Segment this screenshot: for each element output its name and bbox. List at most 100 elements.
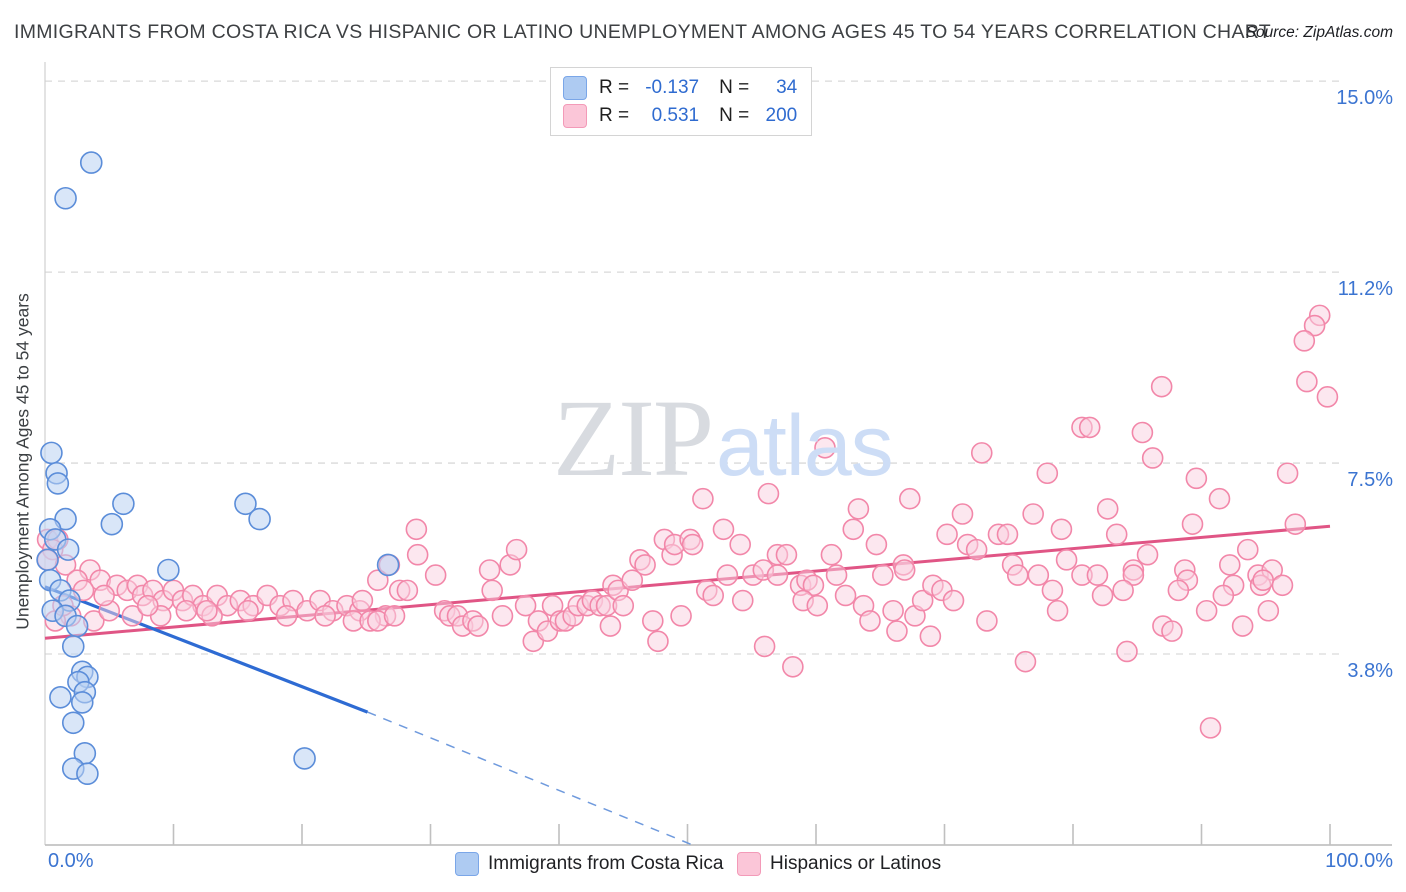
pink-point [1041, 579, 1064, 602]
pink-point [1105, 523, 1128, 546]
blue-series-swatch [455, 852, 479, 876]
pink-point [175, 599, 198, 622]
pink-point [1096, 498, 1119, 520]
bottom-legend-hispanics: Hispanics or Latinos [737, 852, 941, 876]
pink-point [1252, 569, 1274, 591]
pink-point [882, 599, 904, 622]
pink-point [886, 620, 908, 642]
pink-point [976, 610, 998, 632]
blue-point [61, 635, 85, 658]
y-tick-label-3: 3.8% [1347, 660, 1393, 683]
pink-point [692, 487, 714, 510]
legend-row-costa-rica: R = -0.137 N = 34 [563, 75, 797, 100]
pink-point [729, 533, 751, 556]
pink-point [942, 589, 965, 612]
x-axis-max-label: 100.0% [1325, 850, 1393, 872]
pink-point [712, 518, 735, 541]
y-tick-label-7: 7.5% [1347, 469, 1393, 492]
pink-point [405, 518, 428, 541]
pink-point [314, 605, 336, 627]
pink-point [1027, 564, 1050, 586]
pink-point [834, 584, 857, 607]
pink-point [1022, 503, 1044, 525]
pink-point [621, 569, 644, 591]
pink-point [766, 564, 789, 586]
blue-point [61, 711, 85, 735]
r-label: R = [599, 104, 630, 126]
pink-point [1195, 599, 1218, 622]
blue-point [79, 151, 103, 174]
pink-point [1006, 564, 1029, 586]
pink-point [965, 538, 988, 561]
n-label: N = [719, 104, 750, 126]
pink-point [716, 564, 739, 586]
blue-point [49, 686, 72, 709]
pink-point [599, 615, 622, 637]
blue-point [70, 691, 94, 714]
pink-point [1122, 564, 1145, 586]
pink-point [351, 589, 374, 612]
pink-point [1316, 386, 1339, 408]
r-value-blue: -0.137 [645, 76, 700, 98]
blue-trend-line-dashed [367, 711, 693, 846]
pink-point [757, 482, 780, 505]
pink-point [681, 533, 704, 556]
pink-point [782, 655, 804, 678]
pink-point [970, 442, 993, 464]
pink-point [478, 559, 501, 581]
r-label: R = [599, 76, 630, 98]
pink-point [1046, 599, 1069, 622]
pink-point [1131, 421, 1154, 444]
pink-point [93, 584, 115, 607]
pink-point [775, 543, 798, 566]
pink-series-swatch [563, 103, 587, 128]
bottom-legend-label: Immigrants from Costa Rica [488, 853, 724, 874]
pink-point [237, 599, 259, 622]
pink-point [806, 594, 829, 617]
pink-point [814, 436, 836, 459]
pink-point [996, 523, 1019, 546]
blue-point [248, 507, 271, 531]
blue-trend-line [44, 585, 369, 714]
pink-point [842, 518, 865, 541]
pink-point [802, 574, 825, 597]
pink-point [1055, 549, 1078, 571]
page-title: IMMIGRANTS FROM COSTA RICA VS HISPANIC O… [14, 21, 1271, 43]
pink-point [1167, 579, 1190, 602]
pink-point [424, 564, 447, 586]
pink-point [1014, 650, 1037, 673]
y-tick-label-15: 15.0% [1336, 87, 1393, 110]
pink-point [1091, 584, 1114, 607]
bottom-legend-costa-rica: Immigrants from Costa Rica [455, 852, 723, 876]
x-axis-min-label: 0.0% [48, 850, 94, 872]
pink-point [383, 605, 406, 627]
blue-point [234, 492, 257, 516]
blue-series-swatch [563, 75, 587, 100]
pink-point [670, 605, 692, 627]
pink-point [1181, 513, 1204, 535]
blue-point [76, 762, 99, 786]
pink-point [1116, 640, 1138, 663]
pink-point [1296, 370, 1318, 393]
blue-point [65, 614, 89, 638]
pink-point [1284, 513, 1307, 535]
pink-point [1231, 615, 1254, 637]
pink-point [1218, 554, 1241, 576]
pink-point [514, 594, 537, 617]
pink-point [872, 564, 894, 586]
pink-point [505, 538, 528, 561]
pink-point [1078, 416, 1101, 439]
pink-point [919, 625, 942, 648]
pink-point [1293, 330, 1316, 352]
pink-point [859, 610, 881, 632]
pink-point [1271, 574, 1294, 597]
blue-point [157, 558, 180, 582]
n-label: N = [719, 76, 750, 98]
pink-point [753, 635, 776, 658]
bottom-legend-label: Hispanics or Latinos [770, 853, 942, 874]
pink-point [1208, 487, 1231, 510]
pink-point [196, 599, 218, 622]
pink-point [137, 594, 159, 617]
blue-point [54, 507, 77, 531]
